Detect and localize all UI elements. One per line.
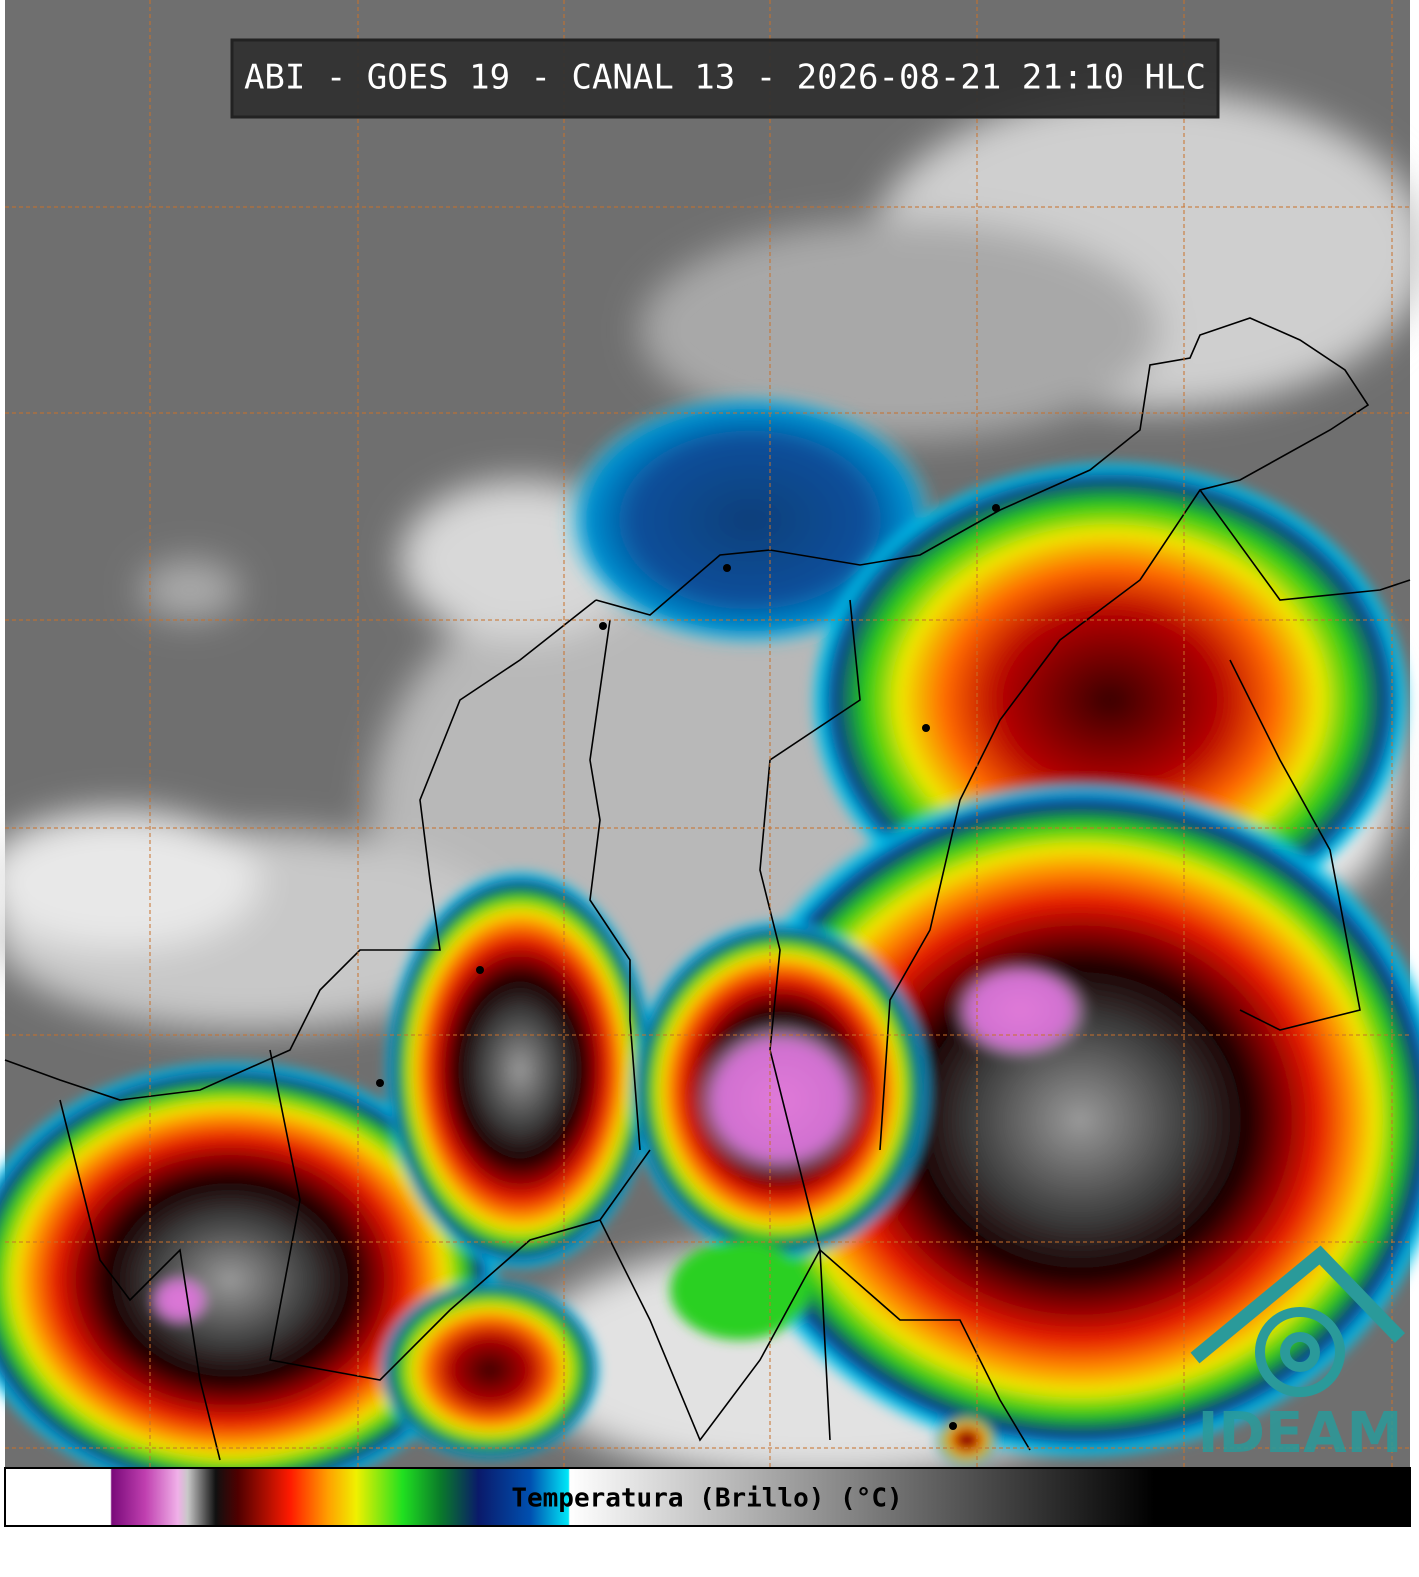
storm [710, 780, 1419, 1460]
map: IDEAM ABI - GOES 19 - CANAL 13 - 2026-08… [0, 0, 1419, 1500]
title: ABI - GOES 19 - CANAL 13 - 2026-08-21 21… [244, 58, 1206, 98]
cloud [140, 560, 240, 620]
city [922, 724, 930, 732]
city [992, 504, 1000, 512]
cloud [0, 810, 260, 950]
cold-cloud [560, 390, 940, 650]
overshoot [950, 960, 1090, 1060]
coastline [4, 599, 597, 1101]
logo-swirl [1255, 1307, 1345, 1397]
storm [670, 1240, 810, 1340]
logo-roof [1190, 1245, 1406, 1364]
storm [385, 870, 655, 1270]
colorbar-label: Temperatura (Brillo) (°C) [511, 1484, 902, 1514]
border [269, 1049, 651, 1381]
city [723, 564, 731, 572]
border [59, 1099, 221, 1461]
storm [0, 1060, 500, 1500]
city [376, 1079, 384, 1087]
border [599, 1219, 1031, 1451]
border [1199, 489, 1411, 601]
overshoot [690, 1020, 870, 1180]
border [759, 599, 861, 1441]
border [589, 619, 641, 1151]
logo-text: IDEAM [1198, 1401, 1403, 1466]
logo-swirl [1280, 1332, 1320, 1372]
title-box [230, 38, 1220, 119]
city [476, 966, 484, 974]
storm [937, 1415, 997, 1465]
colorbar-scale [4, 1467, 1411, 1527]
graticule [5, 0, 1410, 1467]
colorbar: Temperatura (Brillo) (°C) [4, 1467, 1411, 1527]
logo [1190, 1245, 1406, 1397]
city [949, 1422, 957, 1430]
border [1229, 659, 1361, 1031]
storm [380, 1280, 600, 1460]
city [599, 622, 607, 630]
overshoot [150, 1275, 210, 1325]
boundaries [4, 317, 1411, 1461]
coastline [595, 317, 1370, 1151]
storms [0, 390, 1419, 1500]
